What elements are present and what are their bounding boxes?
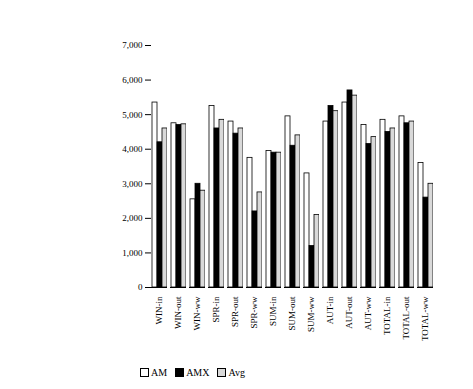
svg-text:WIN-out: WIN-out	[173, 296, 183, 329]
svg-text:AUT-out: AUT-out	[344, 296, 354, 329]
svg-text:TOTAL-out: TOTAL-out	[401, 296, 411, 340]
svg-text:TOTAL-in: TOTAL-in	[382, 296, 392, 335]
svg-text:SUM-in: SUM-in	[268, 296, 278, 326]
html-text:AMX: AMX	[186, 367, 210, 378]
svg-text:SPR-in: SPR-in	[211, 296, 221, 323]
svg-text:7,000: 7,000	[122, 40, 143, 50]
svg-text:SUM-ww: SUM-ww	[306, 296, 316, 332]
svg-text:4,000: 4,000	[122, 144, 143, 154]
svg-text:5,000: 5,000	[122, 110, 143, 120]
svg-text:WIN-ww: WIN-ww	[192, 296, 202, 330]
svg-text:SUM-out: SUM-out	[287, 296, 297, 331]
svg-text:1,000: 1,000	[122, 248, 143, 258]
html-text:Avg: Avg	[228, 367, 245, 378]
svg-text:SPR-ww: SPR-ww	[249, 296, 259, 329]
svg-text:AUT-in: AUT-in	[325, 296, 335, 324]
svg-text:0: 0	[138, 282, 143, 292]
svg-text:AUT-ww: AUT-ww	[363, 296, 373, 330]
html-text:AM: AM	[151, 367, 168, 378]
svg-text:SPR-out: SPR-out	[230, 296, 240, 327]
svg-text:2,000: 2,000	[122, 213, 143, 223]
svg-text:WIN-in: WIN-in	[154, 296, 164, 324]
svg-text:6,000: 6,000	[122, 75, 143, 85]
svg-text:3,000: 3,000	[122, 179, 143, 189]
svg-text:TOTAL-ww: TOTAL-ww	[420, 296, 430, 341]
